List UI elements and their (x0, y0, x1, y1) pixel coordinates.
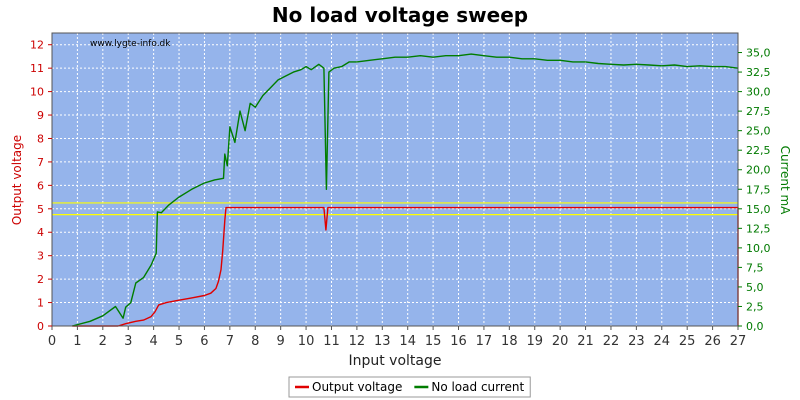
x-tick-label: 22 (603, 334, 620, 349)
y-left-tick-label: 2 (37, 273, 44, 286)
y-left-tick-label: 8 (37, 132, 44, 145)
x-tick-label: 27 (730, 334, 747, 349)
y-right-tick-label: 27,5 (746, 105, 771, 118)
y-left-tick-label: 9 (37, 109, 44, 122)
y-right-tick-label: 2,5 (746, 300, 764, 313)
x-axis-label: Input voltage (348, 353, 441, 369)
x-tick-label: 2 (99, 334, 107, 349)
x-tick-label: 16 (450, 334, 467, 349)
x-tick-label: 26 (704, 334, 721, 349)
plot-area (52, 33, 738, 326)
x-tick-label: 20 (552, 334, 569, 349)
x-tick-label: 17 (476, 334, 493, 349)
y-left-tick-label: 4 (37, 226, 44, 239)
x-tick-label: 11 (323, 334, 340, 349)
y-left-tick-label: 11 (30, 62, 44, 75)
watermark: www.lygte-info.dk (90, 39, 171, 49)
y-right-tick-label: 15,0 (746, 203, 771, 216)
x-tick-label: 5 (175, 334, 183, 349)
series-line-no-load-current (72, 53, 739, 327)
y-right-tick-label: 0,0 (746, 320, 764, 333)
y-left-tick-label: 7 (37, 156, 44, 169)
x-tick-label: 21 (577, 334, 594, 349)
x-tick-label: 15 (425, 334, 442, 349)
x-tick-label: 13 (374, 334, 391, 349)
y-axis-right-label: Current mA (778, 146, 792, 216)
x-tick-label: 4 (149, 334, 157, 349)
y-left-tick-label: 5 (37, 203, 44, 216)
y-left-tick-label: 10 (30, 86, 44, 99)
x-tick-label: 3 (124, 334, 132, 349)
x-tick-label: 19 (526, 334, 543, 349)
x-tick-label: 23 (628, 334, 645, 349)
series-layer (72, 53, 739, 327)
y-right-tick-label: 35,0 (746, 47, 771, 60)
y-right-tick-label: 10,0 (746, 242, 771, 255)
x-tick-label: 10 (298, 334, 315, 349)
y-right-tick-label: 7,5 (746, 261, 764, 274)
x-tick-label: 12 (349, 334, 366, 349)
legend: Output voltage No load current (288, 376, 531, 398)
plot-border (51, 32, 739, 327)
x-tick-label: 25 (679, 334, 696, 349)
y-right-tick-label: 32,5 (746, 66, 771, 79)
series-line-output-voltage (72, 206, 739, 327)
y-left-tick-label: 3 (37, 250, 44, 263)
x-tick-label: 18 (501, 334, 518, 349)
y-right-tick-label: 22,5 (746, 144, 771, 157)
legend-box (288, 376, 531, 398)
y-left-tick-label: 0 (37, 320, 44, 333)
y-right-tick-label: 17,5 (746, 183, 771, 196)
x-tick-label: 7 (226, 334, 234, 349)
x-tick-label: 8 (251, 334, 259, 349)
x-tick-label: 1 (73, 334, 81, 349)
legend-label-output-voltage: Output voltage (312, 380, 402, 394)
x-tick-label: 6 (200, 334, 208, 349)
axes: 0 1 2 3 4 5 6 7 8 9 10 11 12 13 14 15 16 17 18 19 20 21 22 23 24… (30, 32, 771, 349)
x-tick-label: 14 (399, 334, 416, 349)
y-right-tick-label: 25,0 (746, 125, 771, 138)
y-right-tick-label: 12,5 (746, 222, 771, 235)
x-tick-label: 0 (48, 334, 56, 349)
x-tick-label: 24 (654, 334, 671, 349)
reference-lines (52, 202, 738, 216)
y-axis-left-label: Output voltage (10, 135, 24, 225)
x-tick-label: 9 (277, 334, 285, 349)
chart-title: No load voltage sweep (272, 3, 528, 27)
y-left-tick-label: 1 (37, 297, 44, 310)
y-right-tick-label: 20,0 (746, 164, 771, 177)
y-right-tick-label: 30,0 (746, 86, 771, 99)
y-left-tick-label: 6 (37, 179, 44, 192)
y-right-tick-label: 5,0 (746, 281, 764, 294)
legend-label-no-load-current: No load current (431, 380, 524, 394)
grid-lines (51, 33, 739, 327)
y-left-tick-label: 12 (30, 39, 44, 52)
